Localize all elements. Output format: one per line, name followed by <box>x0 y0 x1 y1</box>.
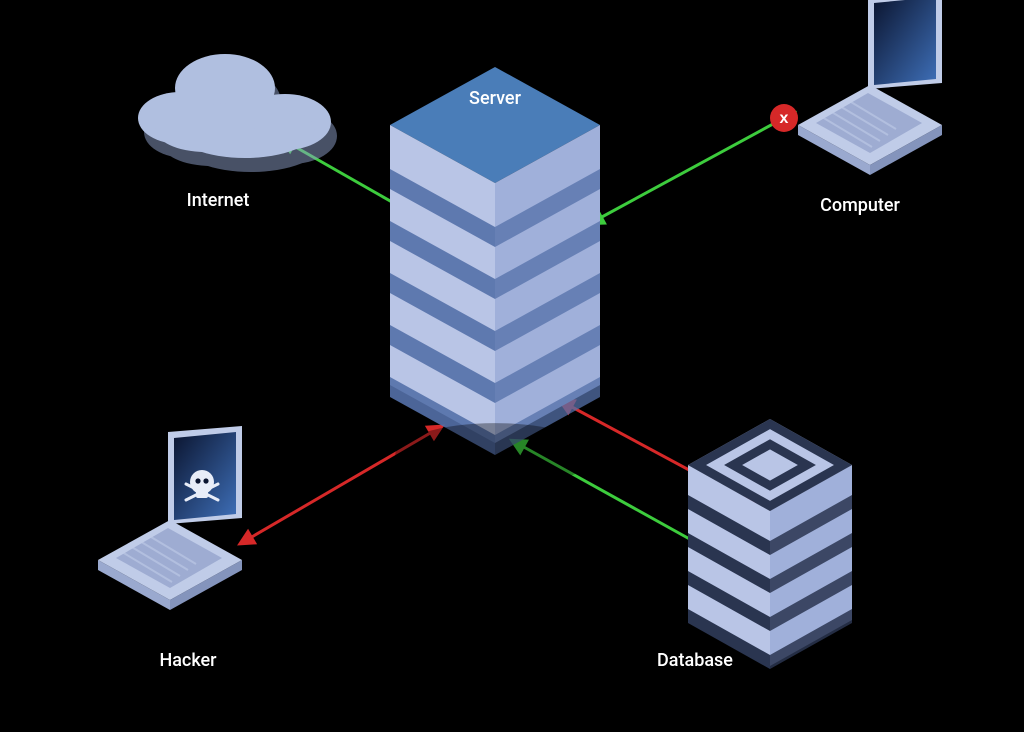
label-bottom_left: Hacker <box>159 650 216 671</box>
edge <box>600 118 784 218</box>
blocked-icon: x <box>770 104 798 132</box>
node-center <box>390 67 600 487</box>
label-top_right: Computer <box>820 195 900 216</box>
label-center: Server <box>469 88 521 109</box>
network-diagram: x <box>0 0 1024 732</box>
label-top_left: Internet <box>187 190 250 211</box>
node-top_left <box>138 54 337 172</box>
svg-text:x: x <box>780 110 789 127</box>
label-bottom_right: Database <box>657 650 733 671</box>
node-bottom_left <box>86 426 242 626</box>
node-top_right <box>786 0 942 191</box>
